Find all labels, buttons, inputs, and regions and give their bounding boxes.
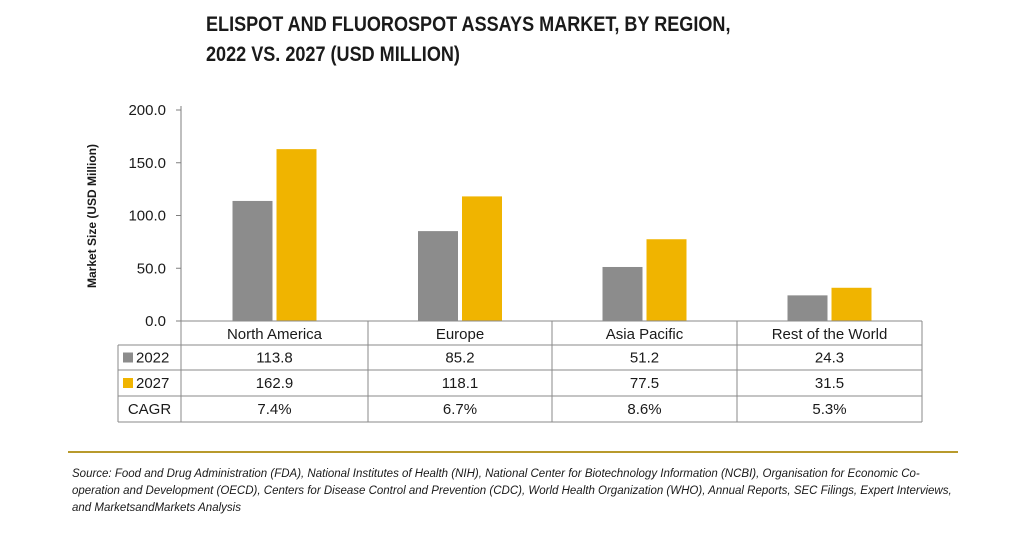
bar-2027 bbox=[462, 196, 502, 321]
legend-key-2027 bbox=[123, 378, 133, 388]
divider-line bbox=[68, 451, 958, 453]
x-category-label: Europe bbox=[436, 326, 484, 343]
data-label-2027: 118.1 bbox=[442, 375, 478, 392]
data-label-2022: 113.8 bbox=[256, 350, 292, 367]
bar-2022 bbox=[418, 231, 458, 321]
legend-label-2022: 2022 bbox=[136, 350, 169, 367]
data-label-2027: 77.5 bbox=[630, 375, 659, 392]
cagr-value: 6.7% bbox=[443, 401, 477, 418]
legend-label-2027: 2027 bbox=[136, 375, 169, 392]
y-tick-label: 200.0 bbox=[128, 102, 166, 119]
data-label-2027: 162.9 bbox=[256, 375, 294, 392]
x-category-label: North America bbox=[227, 326, 323, 343]
bar-2022 bbox=[232, 200, 273, 321]
y-tick-label: 50.0 bbox=[137, 260, 166, 277]
chart-title: ELISPOT AND FLUOROSPOT ASSAYS MARKET, BY… bbox=[206, 10, 756, 70]
table-row-label: CAGR bbox=[128, 401, 172, 418]
chart-plot: 200.0 150.0 100.0 50.0 0.0 North America Europ… bbox=[117, 102, 923, 423]
data-label-2022: 51.2 bbox=[630, 350, 659, 367]
chart-title-line-2: 2022 VS. 2027 (USD MILLION) bbox=[206, 43, 460, 66]
bar-2027 bbox=[646, 239, 687, 321]
bar-2027 bbox=[831, 287, 872, 321]
legend-key-2022 bbox=[123, 352, 133, 363]
cagr-value: 7.4% bbox=[257, 401, 291, 418]
source-note: Source: Food and Drug Administration (FD… bbox=[72, 468, 952, 514]
data-label-2027: 31.5 bbox=[815, 375, 844, 392]
data-label-2022: 24.3 bbox=[815, 350, 844, 367]
cagr-value: 5.3% bbox=[812, 401, 846, 418]
x-category-label: Rest of the World bbox=[772, 326, 888, 343]
bar-2022 bbox=[602, 266, 643, 321]
bar-2027 bbox=[276, 149, 317, 321]
cagr-value: 8.6% bbox=[627, 401, 661, 418]
y-tick-label: 100.0 bbox=[128, 208, 166, 225]
data-label-2022: 85.2 bbox=[445, 350, 474, 367]
bar-2022 bbox=[787, 295, 828, 321]
y-tick-label: 0.0 bbox=[145, 313, 166, 330]
x-category-label: Asia Pacific bbox=[606, 326, 684, 343]
chart-title-line-1: ELISPOT AND FLUOROSPOT ASSAYS MARKET, BY… bbox=[206, 13, 731, 36]
y-tick-label: 150.0 bbox=[128, 155, 166, 172]
